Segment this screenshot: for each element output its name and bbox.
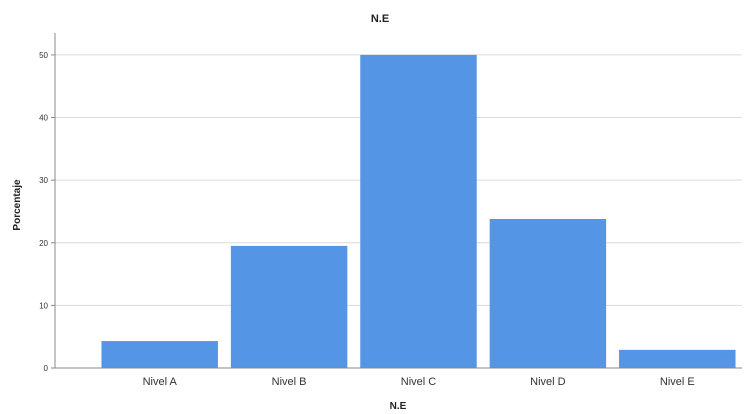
y-tick-label: 20 — [39, 239, 48, 248]
x-tick-label: Nivel E — [660, 376, 695, 388]
x-tick-label: Nivel A — [143, 376, 178, 388]
y-tick-label: 10 — [39, 301, 48, 310]
x-axis-label: N.E — [390, 401, 407, 412]
x-tick-label: Nivel C — [401, 376, 437, 388]
y-tick-label: 30 — [39, 176, 48, 185]
bar-nivel-c — [360, 54, 477, 368]
bar-nivel-d — [489, 218, 607, 368]
y-axis-label: Porcentaje — [12, 179, 23, 231]
x-axis-ticks: Nivel A Nivel B Nivel C Nivel D Nivel E — [143, 376, 695, 388]
bar-nivel-a — [101, 341, 218, 368]
bar-nivel-b — [230, 245, 348, 368]
x-tick-label: Nivel B — [272, 376, 307, 388]
x-tick-label: Nivel D — [530, 376, 566, 388]
y-tick-label: 50 — [39, 51, 48, 60]
bar-nivel-e — [619, 349, 736, 368]
chart-title: N.E — [371, 13, 389, 25]
y-tick-label: 40 — [39, 114, 48, 123]
bars — [101, 54, 736, 368]
y-axis-ticks: 0 10 20 30 40 50 — [39, 51, 55, 373]
y-tick-label: 0 — [44, 364, 49, 373]
